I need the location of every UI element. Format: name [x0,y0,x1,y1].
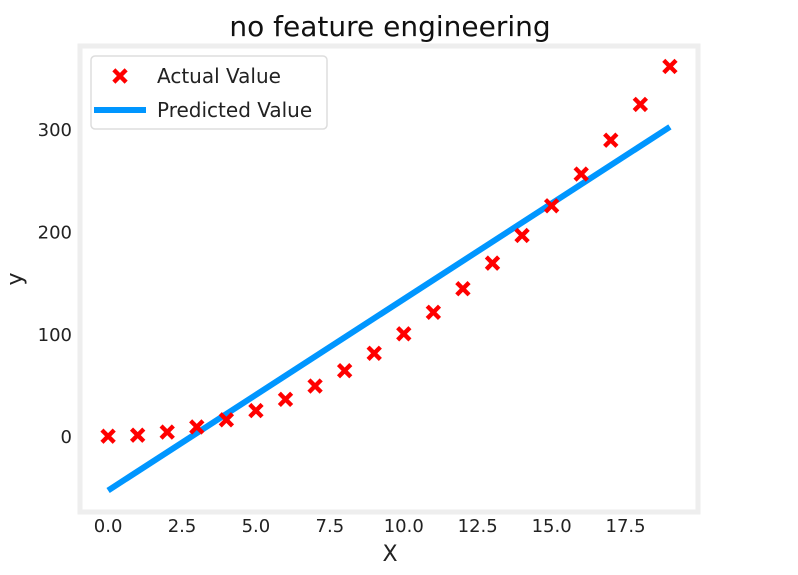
x-tick-label: 7.5 [316,516,345,537]
actual-value-point [218,412,235,428]
x-tick-label: 10.0 [384,516,424,537]
actual-value-point [632,96,649,113]
y-tick-label: 100 [38,325,72,346]
actual-value-point [159,424,175,440]
x-axis-ticks: 0.0 2.5 5.0 7.5 10.0 12.5 15.0 17.5 [94,516,646,537]
x-tick-label: 2.5 [168,516,197,537]
series-layer [100,58,678,494]
legend-box [90,55,328,130]
y-tick-label: 0 [61,427,72,448]
actual-value-point [189,419,205,435]
y-tick-label: 200 [38,222,72,243]
x-axis-label: X [382,542,397,567]
actual-value-point [129,427,146,443]
actual-value-point [100,428,116,444]
legend-x-icon [112,68,128,84]
actual-value-point [514,227,530,244]
x-tick-label: 17.5 [606,516,646,537]
x-tick-label: 5.0 [242,516,271,537]
actual-value-point [603,132,619,148]
actual-value-point [573,166,589,182]
legend-label-predicted: Predicted Value [157,98,312,122]
actual-value-point [248,402,264,419]
legend-marker-actual [112,68,128,84]
actual-value-point [277,391,294,408]
y-axis-ticks: 0 100 200 300 [38,120,72,448]
actual-value-point [662,58,678,75]
actual-value-point [336,362,353,379]
actual-value-point [307,378,323,394]
actual-value-point [396,326,412,342]
legend: Actual Value Predicted Value [90,55,328,130]
chart-title: no feature engineering [229,10,550,43]
plot-area-frame [77,43,701,515]
y-tick-label: 300 [38,120,72,141]
actual-value-point [543,198,560,214]
y-axis-label: y [3,272,28,285]
actual-value-point [366,345,382,361]
x-tick-label: 12.5 [458,516,498,537]
x-tick-label: 0.0 [94,516,123,537]
x-tick-label: 15.0 [532,516,572,537]
legend-label-actual: Actual Value [157,64,281,88]
actual-value-point [425,304,442,320]
actual-value-point [455,281,471,297]
actual-value-point [484,255,501,271]
